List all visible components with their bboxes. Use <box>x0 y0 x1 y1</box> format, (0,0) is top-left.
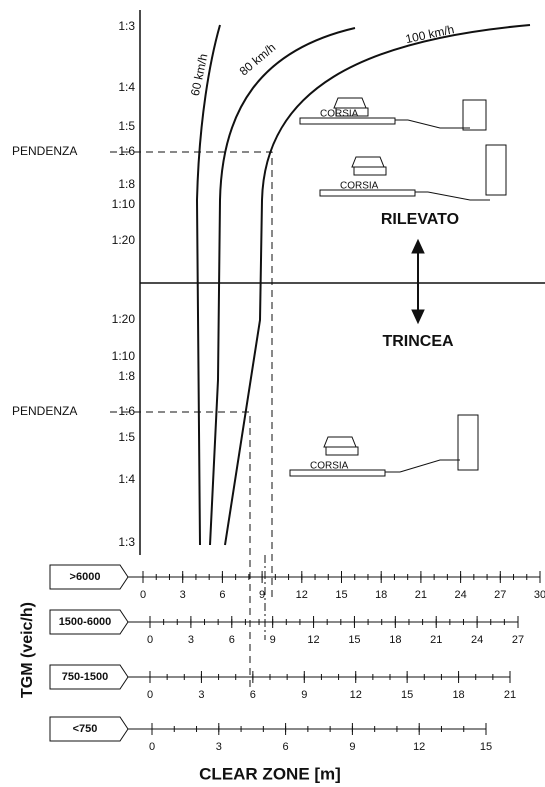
scale-name: <750 <box>73 723 98 735</box>
slope-label: 1:6 <box>118 144 135 158</box>
curve-label: 80 km/h <box>237 40 279 78</box>
tick-label: 15 <box>401 689 413 701</box>
tick-label: 18 <box>452 689 464 701</box>
tick-label: 12 <box>307 634 319 646</box>
scale-name: >6000 <box>70 571 101 583</box>
slope-label: 1:5 <box>118 119 135 133</box>
slope-label: 1:20 <box>112 233 136 247</box>
tick-label: 9 <box>259 589 265 601</box>
tick-label: 0 <box>147 634 153 646</box>
tick-label: 6 <box>229 634 235 646</box>
corsia-label: CORSIA <box>320 109 359 120</box>
tick-label: 0 <box>140 589 146 601</box>
slope-label: 1:4 <box>118 472 135 486</box>
tick-label: 6 <box>250 689 256 701</box>
tick-label: 3 <box>216 741 222 753</box>
slope-label: 1:20 <box>112 312 136 326</box>
tick-label: 15 <box>348 634 360 646</box>
tick-label: 12 <box>350 689 362 701</box>
rilevato: RILEVATO <box>381 211 459 228</box>
tick-label: 3 <box>180 589 186 601</box>
tick-label: 30 <box>534 589 545 601</box>
slope-label: 1:8 <box>118 177 135 191</box>
slope-label: 1:3 <box>118 19 135 33</box>
tick-label: 24 <box>454 589 466 601</box>
tick-label: 9 <box>349 741 355 753</box>
tick-label: 3 <box>188 634 194 646</box>
scale-name: 750-1500 <box>62 671 109 683</box>
tick-label: 6 <box>283 741 289 753</box>
axis-label: TGM (veic/h) <box>19 602 36 698</box>
tick-label: 15 <box>480 741 492 753</box>
slope-label: 1:10 <box>112 349 136 363</box>
curve-label: 100 km/h <box>404 22 455 46</box>
tick-label: 15 <box>335 589 347 601</box>
tick-label: 27 <box>512 634 524 646</box>
trincea: TRINCEA <box>382 333 454 350</box>
slope-label: 1:3 <box>118 535 135 549</box>
tick-label: 21 <box>415 589 427 601</box>
slope-label: 1:8 <box>118 369 135 383</box>
tick-label: 27 <box>494 589 506 601</box>
slope-label: 1:6 <box>118 404 135 418</box>
slope-label: 1:5 <box>118 430 135 444</box>
corsia-label: CORSIA <box>340 181 379 192</box>
pendenza-label: PENDENZA <box>12 404 77 418</box>
tick-label: 12 <box>413 741 425 753</box>
tick-label: 6 <box>219 589 225 601</box>
tick-label: 24 <box>471 634 483 646</box>
tick-label: 0 <box>147 689 153 701</box>
tick-label: 3 <box>198 689 204 701</box>
tick-label: 21 <box>504 689 516 701</box>
nomogram: CLEAR ZONE [m] TGM (veic/h) RILEVATO TRI… <box>0 0 545 787</box>
pendenza-label: PENDENZA <box>12 144 77 158</box>
x-label: CLEAR ZONE [m] <box>199 764 341 783</box>
tick-label: 18 <box>389 634 401 646</box>
tick-label: 18 <box>375 589 387 601</box>
tick-label: 12 <box>296 589 308 601</box>
tick-label: 0 <box>149 741 155 753</box>
scale-name: 1500-6000 <box>59 616 112 628</box>
tick-label: 21 <box>430 634 442 646</box>
tick-label: 9 <box>301 689 307 701</box>
slope-label: 1:4 <box>118 80 135 94</box>
slope-label: 1:10 <box>112 197 136 211</box>
corsia-label: CORSIA <box>310 461 349 472</box>
tick-label: 9 <box>270 634 276 646</box>
